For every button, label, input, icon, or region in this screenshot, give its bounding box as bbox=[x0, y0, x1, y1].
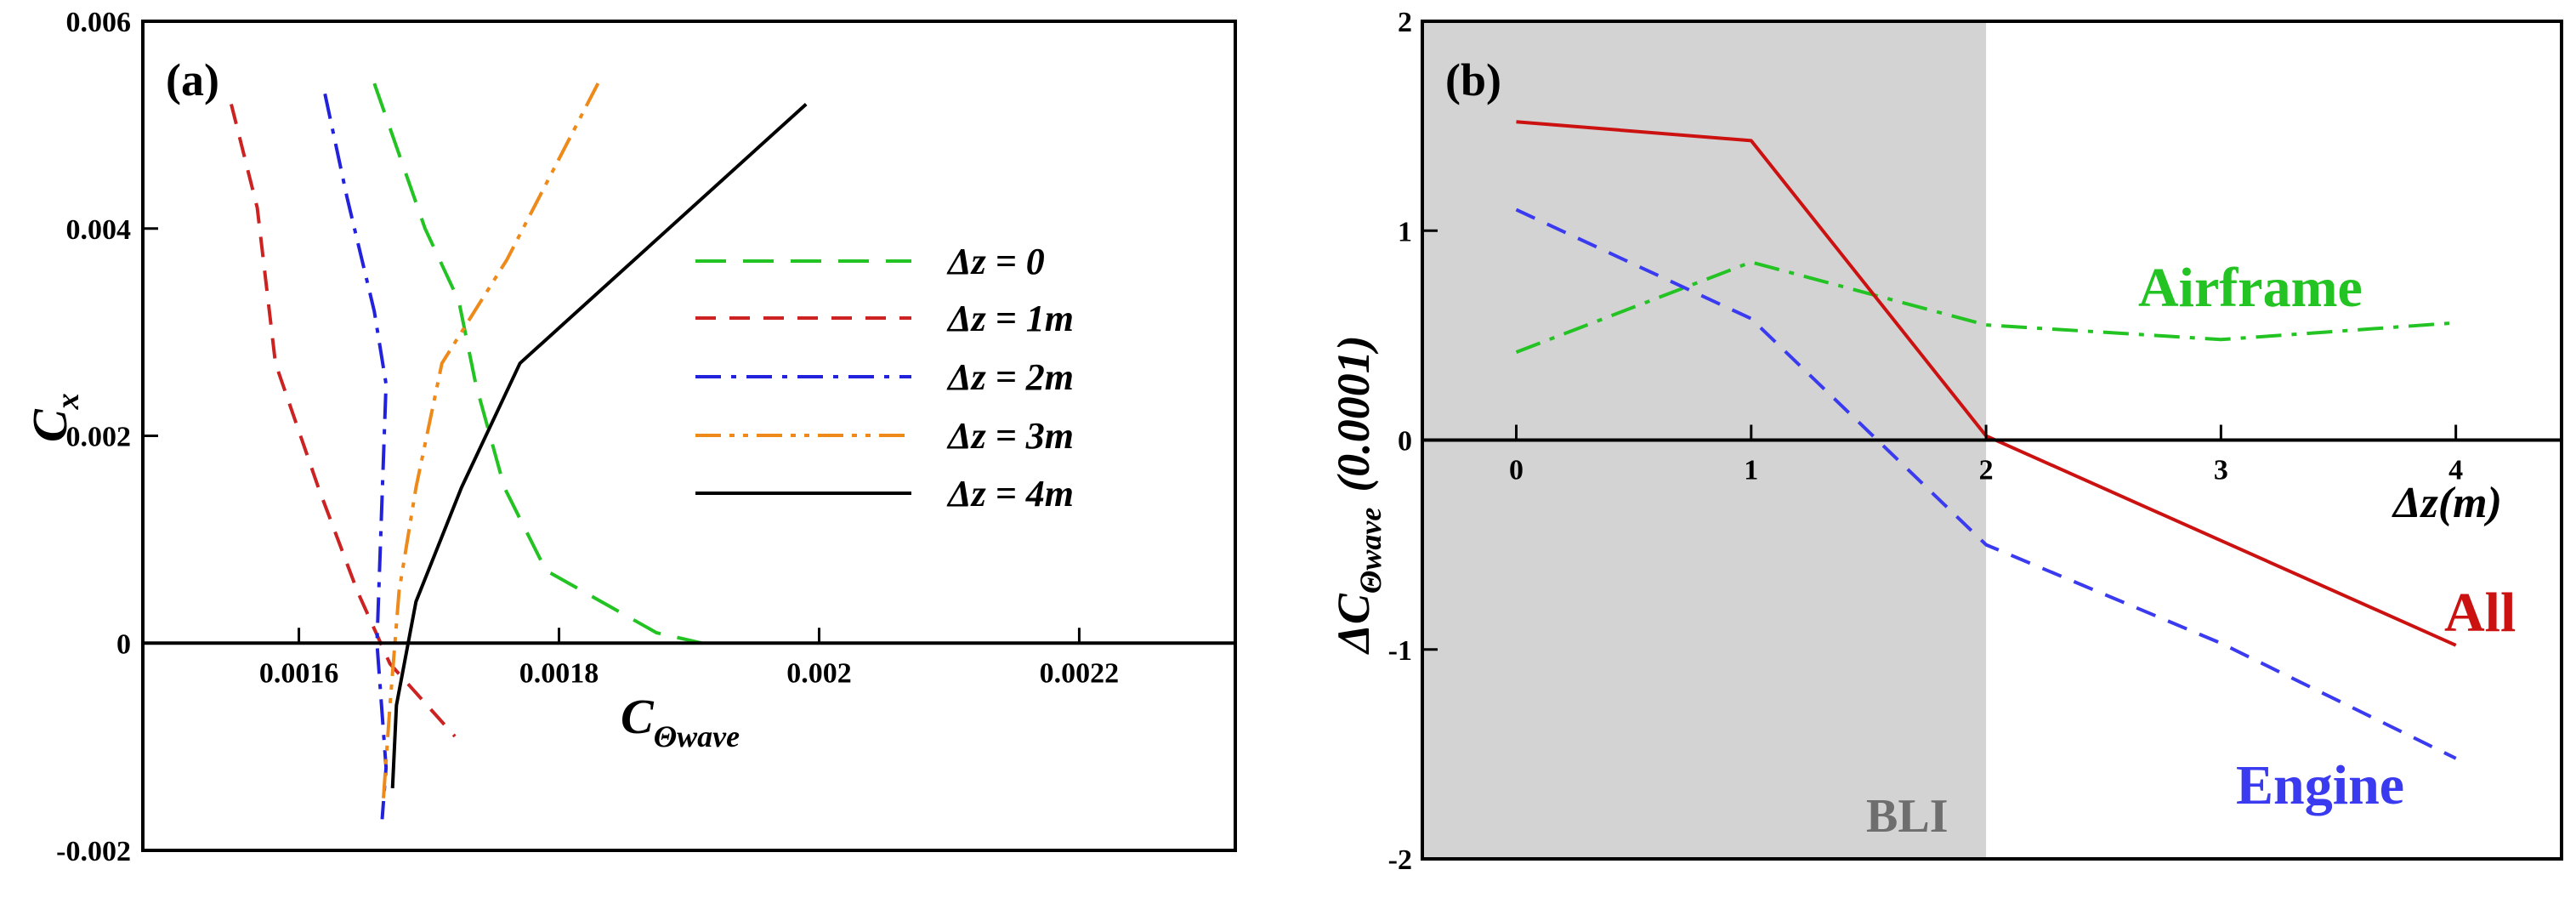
panel-b-x-axis-title: Δz(m) bbox=[2392, 479, 2502, 527]
panel-b-x-tick-label: 4 bbox=[2448, 455, 2463, 486]
panel-a-plot-frame bbox=[141, 20, 1237, 852]
series-line-z-3m bbox=[382, 82, 600, 799]
legend-entry-dz1m: Δz = 1m bbox=[695, 298, 1074, 339]
panel-a-y-title-sub: x bbox=[50, 393, 86, 410]
panel-a-y-tick-label: 0.006 bbox=[66, 7, 132, 38]
panel-a-y-tick-label: 0.004 bbox=[66, 214, 132, 246]
panel-a-x-axis-title: CΘwave bbox=[621, 689, 740, 753]
panel-b-y-tick-label: -2 bbox=[1388, 844, 1412, 876]
panel-b-x-tick-label: 3 bbox=[2214, 455, 2228, 486]
legend-entry-dz4m: Δz = 4m bbox=[695, 473, 1074, 514]
legend-entry-dz2m: Δz = 2m bbox=[695, 356, 1074, 398]
series-line-z-4m bbox=[390, 103, 808, 788]
legend-entry-dz0: Δz = 0 bbox=[695, 241, 1045, 282]
panel-b-plot-frame bbox=[1421, 20, 2563, 861]
panel-a-x-tick-label: 0.0022 bbox=[1040, 657, 1120, 689]
series-line-z-2m bbox=[323, 93, 389, 820]
panel-b-y-axis-title: ΔCΘwave (0.0001) bbox=[1328, 335, 1387, 655]
legend-label-dz1m: Δz = 1m bbox=[946, 298, 1074, 339]
panel-b-y-title-sub: Θwave bbox=[1353, 508, 1387, 594]
airframe-label: Airframe bbox=[2138, 257, 2363, 319]
panel-b-axes-group: 0 1 2 3 4 -2 -1 0 1 2 bbox=[1388, 7, 2562, 876]
panel-b-y-title-main: ΔC bbox=[1328, 593, 1379, 655]
panel-b-x-tick-label: 0 bbox=[1509, 455, 1523, 486]
panel-b-y-title-suffix: (0.0001) bbox=[1328, 335, 1379, 492]
legend-label-dz3m: Δz = 3m bbox=[946, 415, 1074, 457]
panel-a-y-tick-label: -0.002 bbox=[56, 836, 131, 867]
all-label: All bbox=[2444, 582, 2516, 644]
panel-a-y-tick-label: 0 bbox=[116, 628, 131, 660]
series-line-z-1m bbox=[230, 104, 457, 738]
panel-a-label: (a) bbox=[166, 54, 219, 105]
panel-a-x-tick-label: 0.0016 bbox=[259, 657, 339, 689]
panel-a-legend: Δz = 0 Δz = 1m Δz = 2m Δz = 3m Δz = 4m bbox=[695, 241, 1074, 514]
panel-a-x-title-sub: Θwave bbox=[654, 719, 740, 753]
panel-b-y-tick-label: 2 bbox=[1398, 7, 1412, 38]
legend-label-dz4m: Δz = 4m bbox=[946, 473, 1074, 514]
panel-b-y-tick-label: -1 bbox=[1388, 635, 1412, 667]
panel-b-y-tick-label: 0 bbox=[1398, 426, 1412, 458]
panel-a: 0.0016 0.0018 0.002 0.0022 -0.002 0 0.002 0.004… bbox=[22, 7, 1237, 867]
panel-a-series-group bbox=[230, 82, 808, 820]
panel-b-x-tick-label: 2 bbox=[1979, 455, 1994, 486]
bli-region-label: BLI bbox=[1866, 790, 1949, 843]
panel-a-y-tick-label: 0.002 bbox=[66, 422, 132, 453]
series-line-z-0 bbox=[372, 82, 703, 645]
legend-label-dz2m: Δz = 2m bbox=[946, 356, 1074, 398]
panel-a-y-title-main: C bbox=[22, 408, 77, 442]
panel-a-axes-group: 0.0016 0.0018 0.002 0.0022 -0.002 0 0.002 0.004… bbox=[56, 7, 1235, 867]
series-line-airframe bbox=[1515, 260, 2456, 354]
panel-a-x-tick-label: 0.002 bbox=[786, 657, 852, 689]
legend-label-dz0: Δz = 0 bbox=[946, 241, 1045, 282]
series-line-engine bbox=[1515, 207, 2457, 760]
legend-entry-dz3m: Δz = 3m bbox=[695, 415, 1074, 457]
panel-a-x-title-main: C bbox=[621, 689, 655, 744]
panel-b-label: (b) bbox=[1445, 54, 1501, 105]
panel-a-y-axis-title: Cx bbox=[22, 393, 86, 442]
panel-b-x-tick-label: 1 bbox=[1744, 455, 1758, 486]
panel-b: 0 1 2 3 4 -2 -1 0 1 2 (b) BLI Airframe All Engine… bbox=[1328, 7, 2563, 876]
panel-b-y-tick-label: 1 bbox=[1398, 216, 1412, 247]
engine-label: Engine bbox=[2236, 754, 2404, 816]
panel-a-x-tick-label: 0.0018 bbox=[519, 657, 599, 689]
